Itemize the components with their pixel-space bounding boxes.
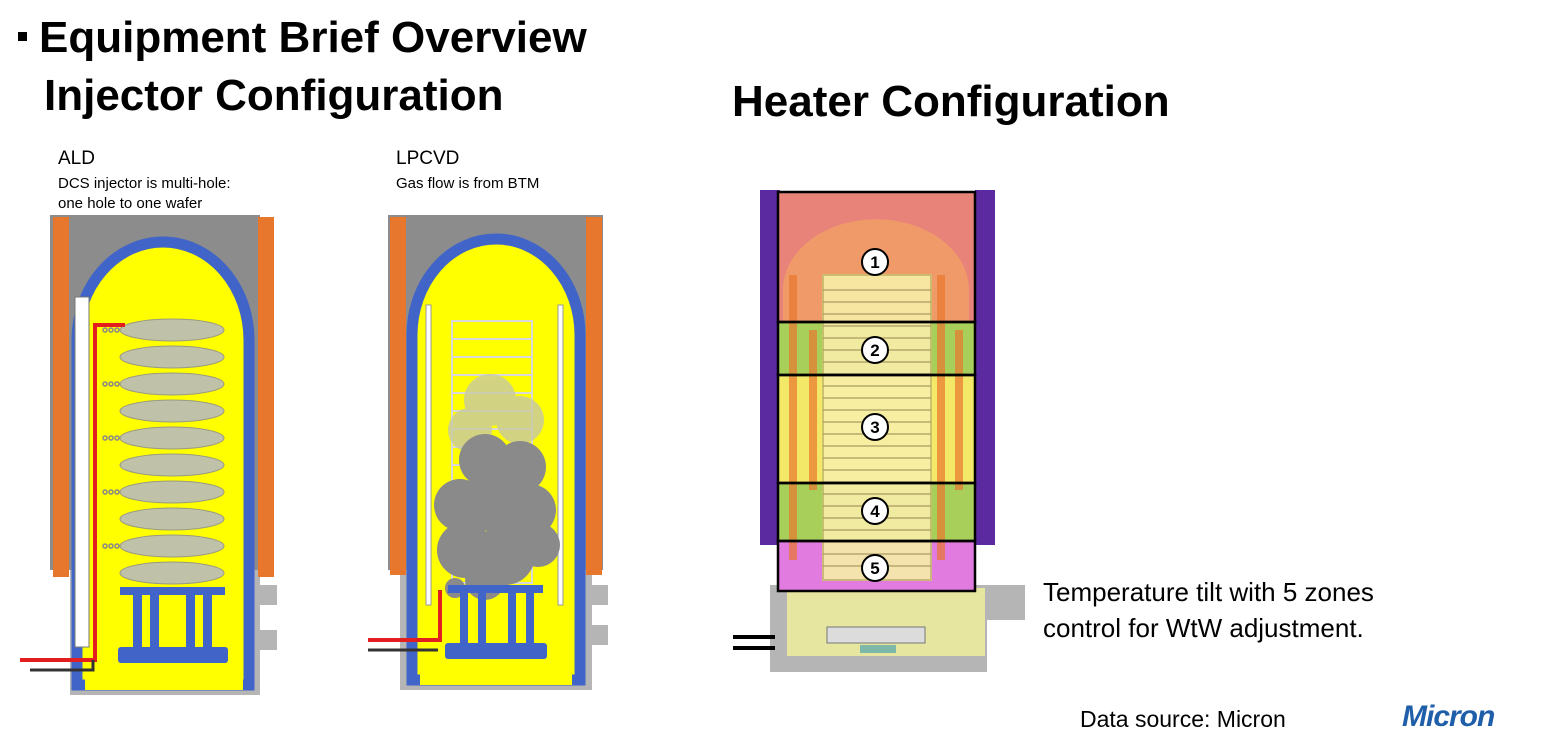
zone-label-3: 3 [870,418,879,437]
lpcvd-gas-cloud [434,374,560,600]
zone-label-5: 5 [870,559,879,578]
heater-caption: Temperature tilt with 5 zones control fo… [1043,574,1374,647]
zone-marker-3: 3 [861,413,889,441]
zone-label-2: 2 [870,341,879,360]
page-title: Equipment Brief Overview [18,13,587,62]
heater-diagram: 1 2 3 4 5 [733,190,1025,672]
zone-marker-4: 4 [861,497,889,525]
ald-note-line2: one hole to one wafer [58,195,203,212]
zone-label-4: 4 [870,502,880,521]
heater-base-chamber [787,588,985,656]
heater-base-port [860,645,896,653]
heater-base-plate [826,626,926,644]
lpcvd-inner-wall-left [425,304,432,606]
zone-label-1: 1 [870,253,879,272]
lpcvd-note: Gas flow is from BTM [396,175,540,192]
lpcvd-furnace-diagram [368,215,608,690]
lpcvd-gas-line [368,590,442,642]
ald-gas-line-secondary [30,660,95,672]
zone-marker-2: 2 [861,336,889,364]
ald-heater-left [53,217,69,577]
ald-boat-pedestal [118,587,228,663]
ald-injector-holes [102,327,120,549]
ald-dcs-gas-line [20,323,125,662]
lpcvd-inner-wall-right [557,304,564,606]
heater-zone-borders [776,190,977,593]
heater-caption-line2: control for WtW adjustment. [1043,613,1364,644]
heater-wall-left [760,190,780,545]
ald-furnace-diagram [20,215,277,695]
heater-caption-line1: Temperature tilt with 5 zones [1043,577,1374,607]
injector-section-title: Injector Configuration [44,71,504,120]
ald-wafer-stack [119,318,225,585]
bullet-icon [18,31,27,41]
data-source: Data source: Micron [1080,706,1286,732]
lpcvd-boat-pedestal [445,585,547,659]
lpcvd-heater-right [586,217,602,575]
ald-injector-tube [74,296,90,648]
lpcvd-label: LPCVD [396,148,460,169]
ald-note-line1: DCS injector is multi-hole: [58,175,231,192]
heater-wall-right [975,190,995,545]
ald-label: ALD [58,148,95,169]
heater-flow-arrows [789,275,963,560]
zone-marker-1: 1 [861,248,889,276]
page-title-text: Equipment Brief Overview [39,13,587,62]
zone-marker-5: 5 [861,554,889,582]
heater-section-title: Heater Configuration [732,77,1170,126]
micron-logo: Micron [1402,700,1495,733]
ald-heater-right [258,217,274,577]
lpcvd-heater-left [390,217,406,575]
